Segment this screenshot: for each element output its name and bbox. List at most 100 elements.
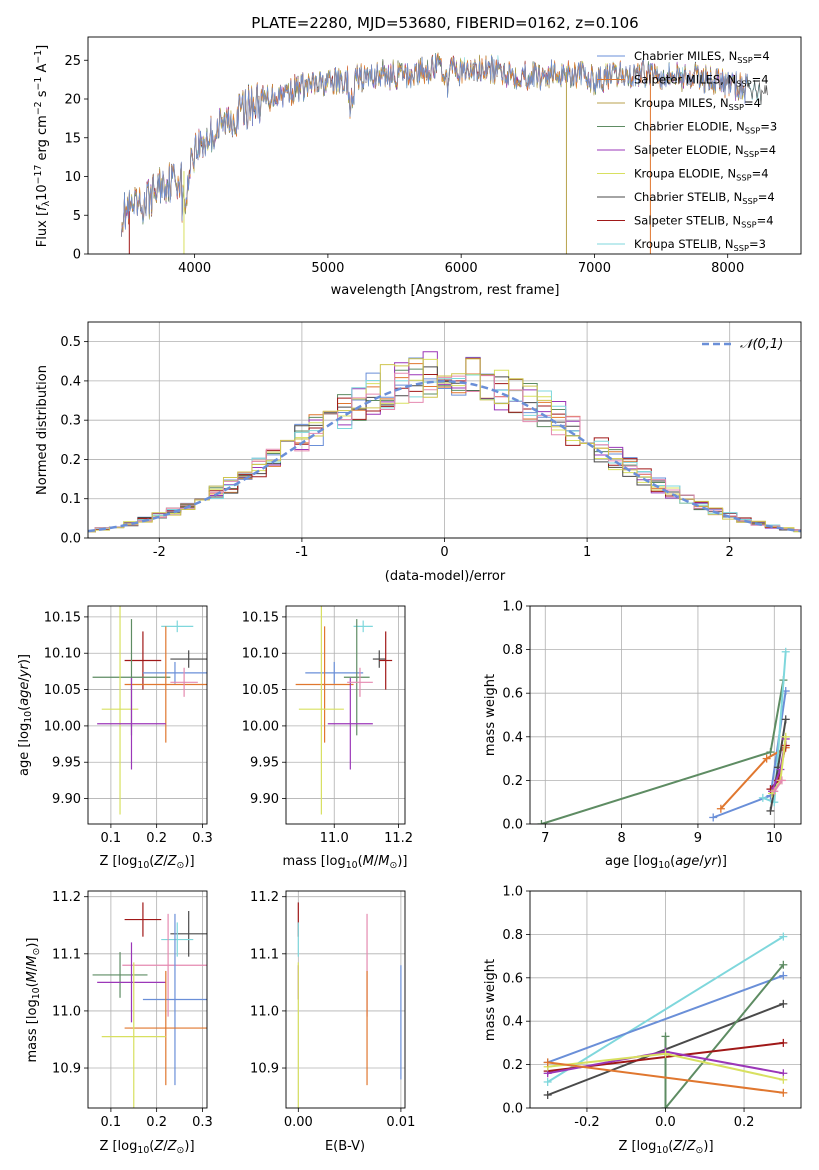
histogram-series-gold bbox=[88, 358, 801, 533]
weight-series-cyan bbox=[547, 935, 784, 1083]
legend-entry-label: Salpeter MILES, NSSP=4 bbox=[634, 73, 769, 89]
y-tick-label: 9.95 bbox=[250, 756, 279, 771]
y-tick-label: 10.00 bbox=[44, 719, 81, 734]
y-tick-label: 25 bbox=[64, 54, 81, 69]
axes-frame bbox=[87, 605, 208, 825]
y-tick-label: 10.05 bbox=[44, 683, 81, 698]
axes-frame bbox=[529, 605, 802, 825]
x-axis-label: Z [log10(Z/Z⊙)] bbox=[618, 1139, 713, 1156]
y-axis-label: mass weight bbox=[483, 959, 498, 1041]
legend-entry-label: Chabrier MILES, NSSP=4 bbox=[634, 49, 770, 65]
y-tick-label: 0.5 bbox=[60, 335, 81, 350]
axes-frame bbox=[529, 890, 802, 1109]
y-tick-label: 5 bbox=[73, 209, 81, 224]
y-tick-label: 10.15 bbox=[242, 610, 279, 625]
x-tick-label: 11.2 bbox=[384, 831, 413, 846]
y-tick-label: 9.90 bbox=[52, 792, 81, 807]
y-tick-label: 1.0 bbox=[502, 885, 523, 900]
grid-lines bbox=[88, 606, 207, 824]
x-tick-label: 0.1 bbox=[101, 1115, 122, 1130]
figure-title: PLATE=2280, MJD=53680, FIBERID=0162, z=0… bbox=[251, 14, 638, 32]
y-tick-label: 10.05 bbox=[242, 683, 279, 698]
x-tick-label: 0.00 bbox=[284, 1115, 313, 1130]
y-tick-label: 0.0 bbox=[60, 532, 81, 547]
y-tick-label: 20 bbox=[64, 93, 81, 108]
y-tick-label: 0.4 bbox=[60, 374, 81, 389]
x-axis-label: (data-model)/error bbox=[385, 569, 506, 584]
axes-frame bbox=[285, 605, 406, 825]
axes-frame bbox=[87, 36, 802, 255]
age-vs-mass-panel: 11.0 11.2 9.90 9.95 10.00 10.05 10.10 10.15 mass… bbox=[242, 605, 413, 871]
y-tick-label: 11.2 bbox=[52, 890, 81, 905]
y-tick-label: 0.6 bbox=[502, 971, 523, 986]
y-tick-label: 10.9 bbox=[52, 1062, 81, 1077]
y-tick-label: 0.2 bbox=[502, 1058, 523, 1073]
legend-entry-label: Chabrier STELIB, NSSP=4 bbox=[634, 190, 775, 206]
y-tick-label: 0.6 bbox=[502, 687, 523, 702]
y-tick-label: 0.8 bbox=[502, 643, 523, 658]
plot-area bbox=[92, 606, 207, 815]
x-axis-label: Z [log10(Z/Z⊙)] bbox=[99, 1139, 194, 1156]
x-tick-label: 1 bbox=[583, 545, 591, 560]
y-tick-label: 9.90 bbox=[250, 792, 279, 807]
y-tick-label: 1.0 bbox=[502, 600, 523, 615]
x-axis-label: age [log10(age/yr)] bbox=[605, 854, 727, 871]
x-axis-label: E(B-V) bbox=[325, 1139, 365, 1154]
plot-area bbox=[295, 606, 393, 815]
y-tick-label: 10.15 bbox=[44, 610, 81, 625]
x-tick-label: 0.0 bbox=[655, 1115, 676, 1130]
x-axis-label: Z [log10(Z/Z⊙)] bbox=[99, 854, 194, 871]
plot-area bbox=[88, 351, 801, 533]
y-axis-label: mass [log10(M/M⊙)] bbox=[25, 938, 42, 1063]
y-tick-label: 0.1 bbox=[60, 492, 81, 507]
x-tick-label: 2 bbox=[726, 545, 734, 560]
weight-series-blue bbox=[547, 974, 784, 1064]
weight-series-green bbox=[541, 679, 785, 824]
x-axis-label: mass [log10(M/M⊙)] bbox=[283, 854, 408, 871]
y-axis-label: Flux [fλ10−17 erg cm−2 s−1 A−1] bbox=[33, 45, 52, 247]
axes-frame bbox=[285, 890, 406, 1109]
weight-series-orange bbox=[547, 1061, 784, 1094]
x-tick-label: -2 bbox=[153, 545, 166, 560]
x-tick-label: 10 bbox=[766, 831, 783, 846]
y-tick-label: 9.95 bbox=[52, 756, 81, 771]
y-tick-label: 0 bbox=[73, 248, 81, 263]
y-tick-label: 10.00 bbox=[242, 719, 279, 734]
y-tick-label: 11.2 bbox=[250, 890, 279, 905]
legend-entry-label: Kroupa ELODIE, NSSP=4 bbox=[634, 167, 769, 183]
x-tick-label: 0.3 bbox=[192, 831, 213, 846]
y-tick-label: 0.4 bbox=[502, 1015, 523, 1030]
residual-histogram-panel: -2 -1 0 1 2 0.0 0.1 0.2 0.3 0.4 0.5 𝒩(0,1) (data-mod… bbox=[35, 321, 802, 584]
mass-vs-extinction-panel: 0.00 0.01 10.9 11.0 11.1 11.2 E(B-V) bbox=[250, 890, 415, 1154]
grid-lines bbox=[286, 606, 405, 824]
y-tick-label: 0.3 bbox=[60, 414, 81, 429]
legend-entry-label: Kroupa STELIB, NSSP=3 bbox=[634, 237, 766, 253]
x-axis-label: wavelength [Angstrom, rest frame] bbox=[331, 283, 560, 298]
weight-series-green bbox=[664, 964, 785, 1108]
x-tick-label: 6000 bbox=[445, 261, 478, 276]
x-tick-label: 4000 bbox=[178, 261, 211, 276]
plot-area bbox=[537, 647, 790, 824]
age-vs-metallicity-panel: 0.1 0.2 0.3 9.90 9.95 10.00 10.05 10.10 10.15 Z [… bbox=[17, 605, 213, 871]
legend-entry-label: Salpeter ELODIE, NSSP=4 bbox=[634, 143, 776, 159]
plot-area bbox=[297, 902, 402, 1108]
grid-lines bbox=[286, 891, 405, 1108]
x-tick-label: 0.2 bbox=[146, 831, 167, 846]
y-tick-label: 0.0 bbox=[502, 818, 523, 833]
plot-area bbox=[543, 932, 788, 1108]
y-tick-label: 10 bbox=[64, 170, 81, 185]
legend-entry-label: Kroupa MILES, NSSP=4 bbox=[634, 96, 761, 112]
axes-frame bbox=[87, 321, 802, 539]
x-tick-label: 8 bbox=[617, 831, 625, 846]
y-tick-label: 11.1 bbox=[250, 947, 279, 962]
plot-area bbox=[121, 52, 768, 254]
x-tick-label: -1 bbox=[295, 545, 308, 560]
legend-entry-label: Chabrier ELODIE, NSSP=3 bbox=[634, 120, 777, 136]
x-tick-label: 7 bbox=[541, 831, 549, 846]
legend: Chabrier MILES, NSSP=4 Salpeter MILES, NS… bbox=[597, 49, 777, 253]
weight-vs-age-panel: 7 8 9 10 0.0 0.2 0.4 0.6 0.8 1.0 age [log10(age/yr… bbox=[483, 600, 802, 871]
x-tick-label: -0.2 bbox=[574, 1115, 599, 1130]
y-axis-label: mass weight bbox=[483, 674, 498, 756]
x-tick-label: 0.2 bbox=[146, 1115, 167, 1130]
legend-entry-label: Salpeter STELIB, NSSP=4 bbox=[634, 214, 774, 230]
